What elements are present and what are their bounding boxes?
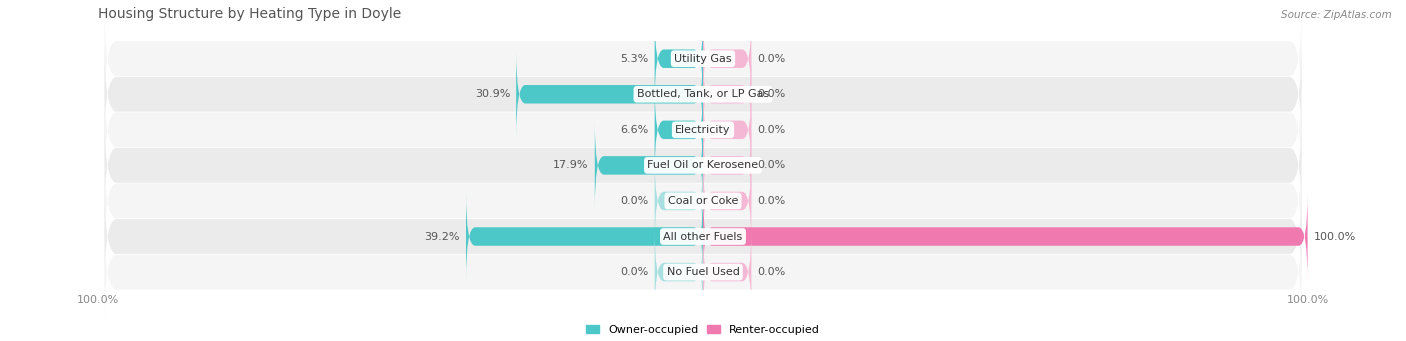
Text: Source: ZipAtlas.com: Source: ZipAtlas.com bbox=[1281, 10, 1392, 20]
FancyBboxPatch shape bbox=[465, 192, 703, 281]
FancyBboxPatch shape bbox=[703, 15, 751, 103]
Text: Housing Structure by Heating Type in Doyle: Housing Structure by Heating Type in Doy… bbox=[98, 7, 402, 21]
FancyBboxPatch shape bbox=[655, 15, 703, 103]
FancyBboxPatch shape bbox=[703, 192, 1308, 281]
Text: Coal or Coke: Coal or Coke bbox=[668, 196, 738, 206]
Text: 5.3%: 5.3% bbox=[620, 54, 648, 64]
Text: 6.6%: 6.6% bbox=[620, 125, 648, 135]
FancyBboxPatch shape bbox=[703, 86, 751, 174]
Text: 0.0%: 0.0% bbox=[758, 89, 786, 99]
Text: 0.0%: 0.0% bbox=[758, 196, 786, 206]
Text: 100.0%: 100.0% bbox=[1313, 232, 1355, 241]
Text: 17.9%: 17.9% bbox=[553, 160, 589, 170]
FancyBboxPatch shape bbox=[655, 228, 703, 316]
FancyBboxPatch shape bbox=[703, 157, 751, 245]
Text: Utility Gas: Utility Gas bbox=[675, 54, 731, 64]
Text: All other Fuels: All other Fuels bbox=[664, 232, 742, 241]
Text: No Fuel Used: No Fuel Used bbox=[666, 267, 740, 277]
Text: Fuel Oil or Kerosene: Fuel Oil or Kerosene bbox=[647, 160, 759, 170]
Text: 0.0%: 0.0% bbox=[758, 54, 786, 64]
FancyBboxPatch shape bbox=[655, 157, 703, 245]
FancyBboxPatch shape bbox=[655, 86, 703, 174]
Text: 0.0%: 0.0% bbox=[758, 160, 786, 170]
Text: Bottled, Tank, or LP Gas: Bottled, Tank, or LP Gas bbox=[637, 89, 769, 99]
Text: 30.9%: 30.9% bbox=[475, 89, 510, 99]
FancyBboxPatch shape bbox=[104, 218, 1302, 326]
FancyBboxPatch shape bbox=[703, 121, 751, 209]
FancyBboxPatch shape bbox=[104, 147, 1302, 255]
FancyBboxPatch shape bbox=[703, 228, 751, 316]
FancyBboxPatch shape bbox=[104, 41, 1302, 148]
Text: 39.2%: 39.2% bbox=[425, 232, 460, 241]
FancyBboxPatch shape bbox=[104, 112, 1302, 219]
Text: 0.0%: 0.0% bbox=[758, 267, 786, 277]
Text: 0.0%: 0.0% bbox=[758, 125, 786, 135]
FancyBboxPatch shape bbox=[104, 5, 1302, 113]
Legend: Owner-occupied, Renter-occupied: Owner-occupied, Renter-occupied bbox=[581, 320, 825, 339]
FancyBboxPatch shape bbox=[104, 183, 1302, 290]
Text: 0.0%: 0.0% bbox=[620, 196, 648, 206]
FancyBboxPatch shape bbox=[595, 121, 703, 209]
FancyBboxPatch shape bbox=[516, 50, 703, 138]
FancyBboxPatch shape bbox=[104, 76, 1302, 183]
Text: Electricity: Electricity bbox=[675, 125, 731, 135]
Text: 0.0%: 0.0% bbox=[620, 267, 648, 277]
FancyBboxPatch shape bbox=[703, 50, 751, 138]
